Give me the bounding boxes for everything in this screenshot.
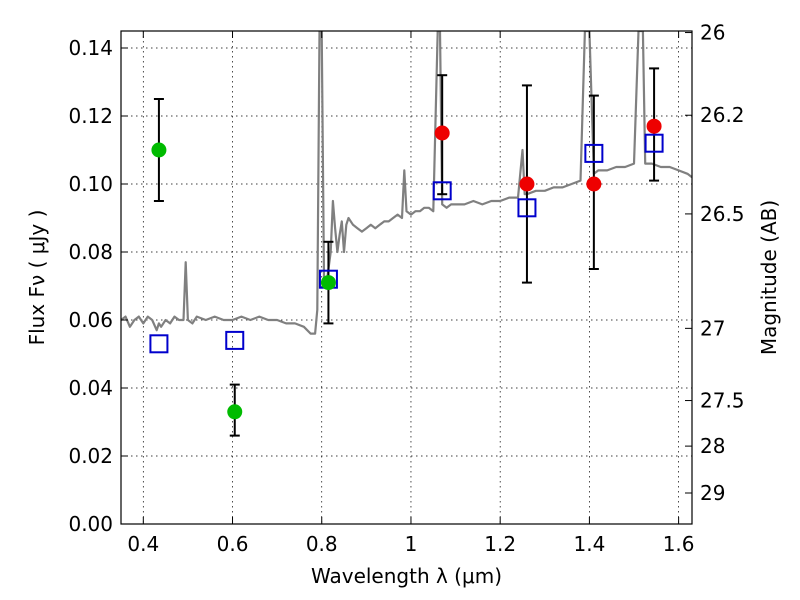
x-tick-label: 0.4 bbox=[127, 532, 159, 556]
optical-flux-point bbox=[320, 275, 336, 291]
x-axis-label: Wavelength λ (μm) bbox=[311, 564, 502, 588]
model-photometry-square bbox=[432, 181, 452, 201]
plot-frame bbox=[120, 30, 693, 525]
model-photometry-square bbox=[644, 133, 664, 153]
y-tick-label: 0.10 bbox=[68, 172, 113, 196]
y2-tick-label: 27 bbox=[700, 316, 725, 340]
model-photometry-square bbox=[517, 198, 537, 218]
y-tick-label: 0.04 bbox=[68, 376, 113, 400]
x-tick-label: 1.4 bbox=[573, 532, 605, 556]
x-tick-label: 1.6 bbox=[663, 532, 695, 556]
ticks-layer: 0.4 0.6 0.8 1 1.2 1.4 1.6 0.00 0.02 0.04 0.06 0.08 0… bbox=[68, 21, 744, 556]
y2-tick-label: 29 bbox=[700, 481, 725, 505]
nir-flux-point bbox=[519, 176, 535, 192]
y2-tick-label: 26 bbox=[700, 21, 725, 45]
spectrum-layer bbox=[121, 31, 692, 335]
y2-tick-label: 26.5 bbox=[700, 202, 745, 226]
points-layer bbox=[149, 67, 664, 437]
y-tick-label: 0.06 bbox=[68, 308, 113, 332]
y-tick-label: 0.12 bbox=[68, 104, 113, 128]
model-photometry-square bbox=[584, 143, 604, 163]
nir-flux-point bbox=[586, 176, 602, 192]
y2-tick-label: 26.2 bbox=[700, 103, 745, 127]
model-photometry-square bbox=[149, 334, 169, 354]
optical-flux-point bbox=[227, 404, 243, 420]
x-tick-label: 0.6 bbox=[217, 532, 249, 556]
x-tick-label: 1.2 bbox=[484, 532, 516, 556]
grid-layer bbox=[121, 31, 692, 525]
y-tick-label: 0.00 bbox=[68, 512, 113, 536]
x-tick-label: 1 bbox=[405, 532, 418, 556]
nir-flux-point bbox=[646, 118, 662, 134]
x-tick-label: 0.8 bbox=[306, 532, 338, 556]
optical-flux-point bbox=[151, 142, 167, 158]
y2-axis-label: Magnitude (AB) bbox=[757, 200, 781, 355]
y-tick-label: 0.14 bbox=[68, 36, 113, 60]
y-axis-label: Flux Fν ( μJy ) bbox=[25, 210, 49, 346]
nir-flux-point bbox=[434, 125, 450, 141]
y2-tick-label: 28 bbox=[700, 434, 725, 458]
y2-tick-label: 27.5 bbox=[700, 389, 745, 413]
model-photometry-square bbox=[225, 330, 245, 350]
y-tick-label: 0.02 bbox=[68, 444, 113, 468]
y-tick-label: 0.08 bbox=[68, 240, 113, 264]
model-spectrum-line bbox=[121, 31, 692, 335]
